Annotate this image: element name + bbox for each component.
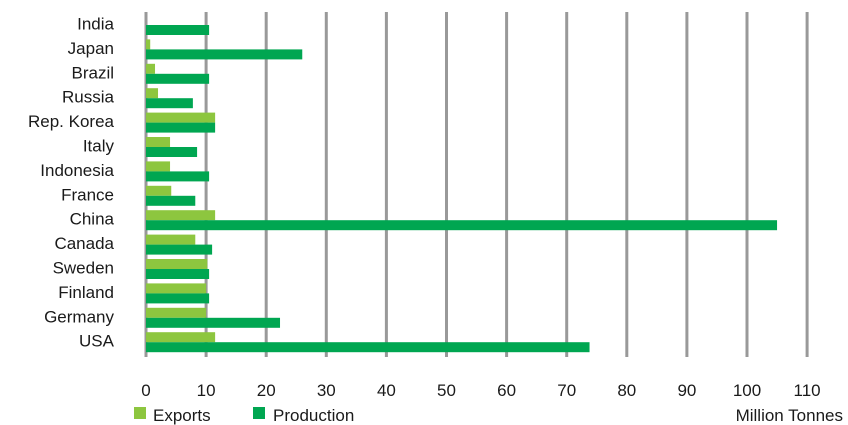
x-tick-label-6: 60 xyxy=(497,381,516,400)
bar-exports-12 xyxy=(146,307,207,318)
category-label-4: Rep. Korea xyxy=(28,112,115,131)
category-label-11: Finland xyxy=(58,283,114,302)
x-tick-label-3: 30 xyxy=(317,381,336,400)
legend: Exports Production xyxy=(134,406,354,425)
category-label-0: India xyxy=(77,14,114,33)
category-label-8: China xyxy=(70,210,115,229)
x-tick-label-4: 40 xyxy=(377,381,396,400)
bar-production-12 xyxy=(146,317,281,328)
bars xyxy=(146,25,778,353)
bar-exports-13 xyxy=(146,332,216,343)
legend-label-production: Production xyxy=(273,406,354,425)
bar-exports-3 xyxy=(146,88,159,99)
bar-exports-1 xyxy=(146,39,151,50)
gridlines xyxy=(144,12,809,357)
x-tick-label-5: 50 xyxy=(437,381,456,400)
bar-exports-6 xyxy=(146,161,171,172)
category-label-1: Japan xyxy=(68,39,114,58)
category-label-12: Germany xyxy=(44,307,114,326)
x-tick-labels: 0 10 20 30 40 50 60 70 80 90 100 110 xyxy=(141,381,820,400)
x-axis-label: Million Tonnes xyxy=(736,406,843,425)
category-label-6: Indonesia xyxy=(40,161,114,180)
bar-production-7 xyxy=(146,195,196,206)
bar-exports-4 xyxy=(146,112,216,123)
category-label-5: Italy xyxy=(83,136,115,155)
category-label-9: Canada xyxy=(54,234,114,253)
legend-swatch-exports xyxy=(134,407,146,419)
bar-exports-5 xyxy=(146,137,171,147)
x-tick-label-11: 110 xyxy=(794,381,821,400)
bar-exports-10 xyxy=(146,259,208,269)
category-labels: India Japan Brazil Russia Rep. Korea Italy Ind… xyxy=(28,14,115,350)
x-tick-label-8: 80 xyxy=(617,381,636,400)
bar-production-2 xyxy=(146,73,210,84)
bar-production-4 xyxy=(146,122,216,133)
category-label-3: Russia xyxy=(62,88,115,107)
bar-production-6 xyxy=(146,171,210,182)
x-tick-label-2: 20 xyxy=(257,381,276,400)
bar-production-13 xyxy=(146,342,590,353)
x-tick-label-7: 70 xyxy=(557,381,576,400)
bar-production-0 xyxy=(146,25,210,35)
bar-production-3 xyxy=(146,98,193,109)
category-label-13: USA xyxy=(79,332,115,351)
x-tick-label-10: 100 xyxy=(733,381,761,400)
bar-production-8 xyxy=(146,220,778,231)
x-tick-label-1: 10 xyxy=(197,381,216,400)
legend-swatch-production xyxy=(253,407,265,419)
x-tick-label-0: 0 xyxy=(141,381,150,400)
bar-production-1 xyxy=(146,49,303,60)
bar-exports-9 xyxy=(146,234,196,245)
bar-production-9 xyxy=(146,244,213,255)
category-label-7: France xyxy=(61,185,114,204)
bar-production-11 xyxy=(146,293,210,304)
bar-exports-2 xyxy=(146,63,156,74)
bar-production-5 xyxy=(146,147,198,157)
category-label-10: Sweden xyxy=(53,258,114,277)
bar-production-10 xyxy=(146,269,210,279)
x-tick-label-9: 90 xyxy=(677,381,696,400)
bar-exports-11 xyxy=(146,283,207,294)
category-label-2: Brazil xyxy=(71,63,114,82)
legend-label-exports: Exports xyxy=(153,406,211,425)
bar-exports-7 xyxy=(146,185,172,196)
bar-exports-8 xyxy=(146,210,216,221)
